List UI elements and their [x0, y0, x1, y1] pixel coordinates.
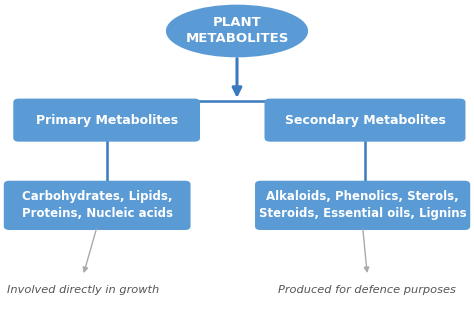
Text: Secondary Metabolites: Secondary Metabolites	[284, 114, 446, 126]
Text: Carbohydrates, Lipids,
Proteins, Nucleic acids: Carbohydrates, Lipids, Proteins, Nucleic…	[22, 190, 173, 220]
FancyBboxPatch shape	[4, 181, 191, 230]
Text: Alkaloids, Phenolics, Sterols,
Steroids, Essential oils, Lignins: Alkaloids, Phenolics, Sterols, Steroids,…	[259, 190, 466, 220]
FancyBboxPatch shape	[13, 99, 200, 142]
FancyBboxPatch shape	[255, 181, 470, 230]
Text: Primary Metabolites: Primary Metabolites	[36, 114, 178, 126]
Text: Involved directly in growth: Involved directly in growth	[7, 285, 159, 295]
Text: Produced for defence purposes: Produced for defence purposes	[278, 285, 456, 295]
Ellipse shape	[166, 5, 308, 57]
Text: PLANT
METABOLITES: PLANT METABOLITES	[185, 16, 289, 46]
FancyBboxPatch shape	[264, 99, 465, 142]
